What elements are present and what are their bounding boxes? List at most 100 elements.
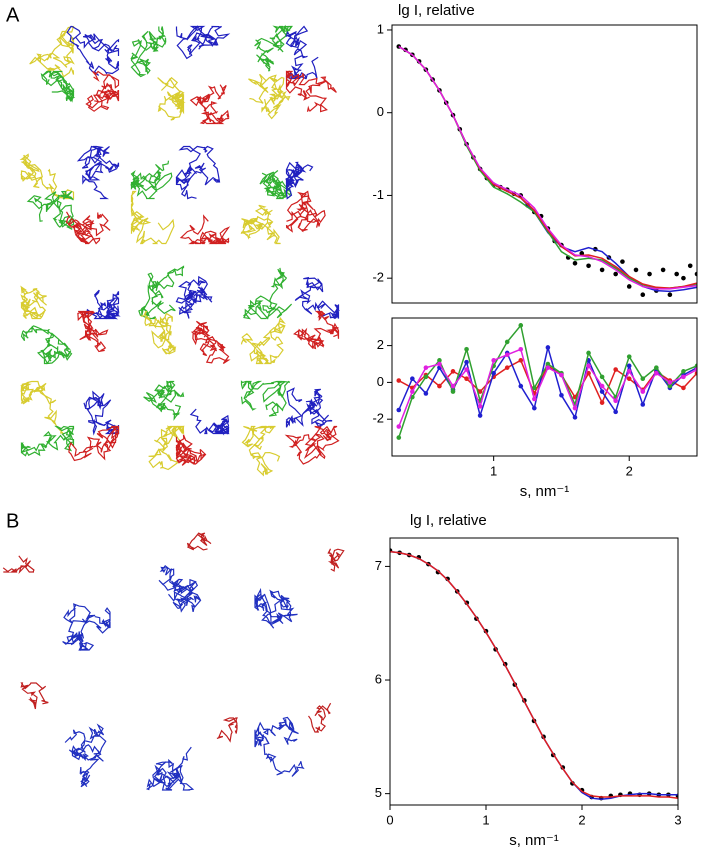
backbone-trace [240, 316, 286, 365]
backbone-trace [83, 390, 120, 436]
backbone-trace [254, 24, 294, 72]
backbone-trace [20, 380, 65, 434]
data-point [599, 383, 605, 389]
data-point [586, 263, 591, 269]
data-point [620, 259, 625, 264]
backbone-trace [26, 190, 75, 230]
y-tick-label: 5 [375, 785, 382, 800]
backbone-trace [2, 555, 35, 575]
backbone-trace [248, 73, 291, 120]
backbone-trace [285, 190, 326, 233]
data-point [445, 576, 450, 582]
backbone-trace [130, 26, 167, 78]
chart-title: lg I, relative [410, 512, 487, 529]
x-tick-label: 0 [386, 812, 393, 827]
data-point [667, 380, 673, 385]
data-point [626, 363, 632, 369]
backbone-trace [40, 70, 76, 103]
data-point [626, 369, 632, 374]
backbone-trace [66, 25, 120, 76]
y-tick-label: 0 [377, 104, 384, 119]
backbone-trace [20, 425, 75, 457]
x-tick-label: 1 [482, 812, 489, 827]
data-point [681, 374, 686, 380]
data-point [599, 389, 605, 394]
backbone-trace [76, 145, 120, 200]
backbone-trace [20, 285, 47, 320]
data-point [572, 405, 578, 411]
panel-label: B [6, 510, 19, 532]
backbone-trace [216, 717, 238, 743]
data-point [667, 383, 673, 389]
backbone-trace [254, 587, 298, 629]
data-point [450, 383, 456, 389]
backbone-trace [148, 425, 185, 471]
backbone-trace [259, 170, 292, 200]
data-point [450, 389, 456, 394]
data-point [694, 370, 697, 376]
y-axis-label: lg I, relative [398, 2, 475, 19]
data-point [504, 352, 510, 358]
series-line [390, 550, 678, 801]
data-point [477, 404, 483, 409]
backbone-trace [186, 532, 212, 551]
data-point [464, 359, 469, 365]
series-line [398, 45, 697, 289]
data-point [681, 275, 686, 281]
data-point [464, 346, 469, 352]
plot-frame [391, 317, 698, 457]
y-tick-label: 0 [377, 374, 384, 389]
data-point [437, 383, 442, 389]
data-point [491, 370, 496, 376]
series-line [398, 45, 697, 289]
backbone-trace [191, 320, 231, 365]
data-point [423, 391, 429, 396]
backbone-trace [240, 380, 291, 417]
plot-frame [391, 24, 698, 304]
data-point [681, 385, 686, 391]
backbone-trace [140, 310, 177, 355]
panel-label: A [6, 4, 20, 26]
data-point [518, 383, 524, 389]
data-point [626, 284, 632, 289]
data-point [477, 389, 483, 394]
x-axis-label: s, nm⁻¹ [509, 832, 559, 849]
x-axis-label: s, nm⁻¹ [520, 483, 570, 500]
backbone-trace [189, 408, 230, 436]
backbone-trace [285, 161, 314, 200]
backbone-trace [130, 160, 173, 200]
data-point [437, 358, 442, 363]
data-point [396, 378, 402, 383]
backbone-trace [85, 70, 120, 112]
plot-area [396, 323, 697, 440]
x-tick-label: 2 [578, 812, 585, 827]
y-tick-label: -2 [372, 411, 384, 426]
backbone-trace [293, 310, 340, 350]
data-point [532, 396, 537, 402]
backbone-trace [241, 425, 281, 477]
data-point [633, 267, 639, 273]
x-tick-label: 3 [674, 812, 681, 827]
data-point [518, 358, 524, 363]
data-point [667, 292, 673, 298]
backbone-trace [68, 425, 120, 462]
data-point [518, 323, 524, 328]
data-point [410, 376, 415, 382]
data-point [599, 400, 605, 405]
data-point [545, 361, 551, 367]
y-tick-label: 1 [377, 21, 384, 36]
data-point [572, 415, 578, 420]
backbone-trace [175, 275, 213, 319]
series-line [390, 550, 678, 799]
data-point [640, 292, 646, 298]
backbone-trace [243, 267, 293, 320]
data-point [396, 424, 402, 429]
backbone-trace [29, 25, 75, 78]
data-point [613, 367, 618, 372]
y-tick-label: -1 [372, 187, 384, 202]
data-point [681, 369, 686, 374]
data-point [694, 271, 697, 277]
data-point [572, 260, 578, 266]
backbone-trace [175, 434, 207, 466]
